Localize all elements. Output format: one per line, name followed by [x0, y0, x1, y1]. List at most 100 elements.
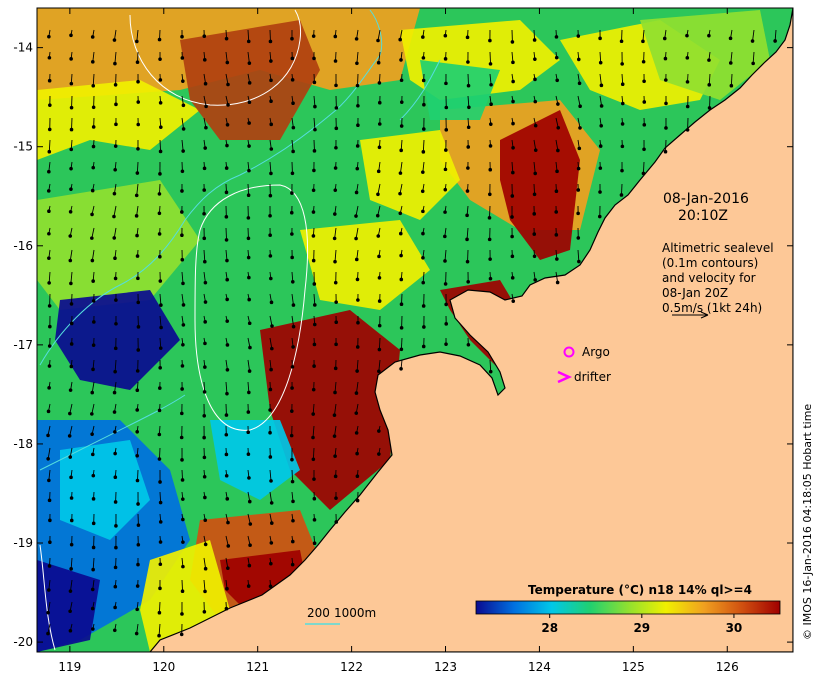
velocity-arrow-head [376, 234, 381, 238]
velocity-arrow-head [291, 518, 295, 523]
velocity-arrow-head [113, 500, 118, 504]
sst-patch [300, 220, 430, 310]
velocity-arrow-head [291, 345, 295, 349]
velocity-arrow-head [355, 277, 360, 282]
velocity-arrow-head [465, 213, 469, 218]
velocity-arrow-head [135, 369, 140, 373]
velocity-arrow-head [268, 430, 272, 435]
velocity-arrow-head [729, 83, 734, 88]
velocity-arrow-head [510, 194, 515, 198]
velocity-arrow-head [399, 100, 404, 104]
velocity-arrow-head [91, 279, 95, 283]
velocity-arrow-head [333, 166, 338, 170]
land-mass [149, 8, 793, 652]
sst-patch [60, 440, 150, 540]
velocity-arrow-head [555, 169, 559, 174]
velocity-arrow [730, 51, 733, 63]
velocity-arrow-head [290, 56, 295, 61]
velocity-arrow-head [269, 99, 273, 104]
velocity-scale-arrow [672, 311, 709, 319]
velocity-arrow-head [576, 166, 581, 171]
velocity-arrow-head [90, 432, 94, 436]
velocity-arrow-head [421, 150, 426, 154]
velocity-arrow-head [225, 391, 229, 396]
velocity-arrow-head [555, 257, 559, 261]
velocity-arrow-head [269, 59, 273, 63]
velocity-arrow-head [751, 61, 755, 66]
velocity-arrow-head [47, 55, 52, 60]
velocity-arrow-head [248, 522, 253, 526]
velocity-arrow-head [270, 324, 274, 328]
velocity-arrow-head [313, 127, 317, 132]
velocity-arrow-head [46, 631, 50, 636]
velocity-arrow [642, 161, 645, 174]
velocity-arrow-head [444, 128, 449, 132]
velocity-arrow-head [685, 104, 690, 109]
velocity-arrow-head [443, 234, 447, 239]
velocity-arrow-head [488, 167, 493, 172]
velocity-arrow-head [399, 58, 403, 62]
velocity-arrow-head [203, 518, 208, 523]
velocity-arrow-head [114, 545, 118, 550]
velocity-arrow-head [578, 104, 582, 109]
map-area[interactable] [37, 8, 793, 652]
velocity-arrow-head [354, 391, 359, 395]
velocity-arrow-head [399, 366, 403, 371]
velocity-arrow-head [355, 498, 360, 503]
velocity-arrow-head [555, 280, 560, 285]
velocity-arrow-head [311, 412, 315, 416]
velocity-arrow-head [180, 257, 185, 262]
velocity-arrow-head [158, 346, 163, 350]
velocity-arrow-head [158, 78, 163, 82]
velocity-arrow-head [333, 390, 337, 395]
velocity-arrow-head [510, 276, 515, 280]
velocity-arrow-head [422, 325, 426, 329]
velocity-arrow-head [290, 171, 295, 176]
velocity-arrow-head [136, 122, 141, 127]
velocity-arrow-head [577, 259, 581, 264]
velocity-arrows [46, 29, 777, 638]
lat-tick-label: -14 [13, 41, 33, 55]
velocity-arrow-head [91, 567, 95, 572]
velocity-arrow [269, 469, 272, 481]
velocity-arrow-head [355, 345, 360, 349]
velocity-arrow-head [158, 520, 163, 524]
velocity-arrow-head [246, 430, 251, 435]
velocity-arrow-head [554, 55, 559, 60]
velocity-arrow [312, 425, 315, 438]
velocity-arrow-head [466, 83, 471, 88]
velocity-arrow-head [466, 125, 471, 130]
velocity-arrow-head [533, 123, 538, 128]
velocity-arrow-head [421, 255, 425, 260]
velocity-arrow-head [377, 452, 381, 456]
velocity-arrow-head [91, 627, 95, 631]
velocity-arrow-head [181, 497, 185, 501]
velocity-arrow-head [247, 390, 251, 395]
altimetry-line-1: Altimetric sealevel [662, 241, 774, 255]
altimetry-line-5: 0.5m/s (1kt 24h) [662, 301, 762, 315]
velocity-arrow-head [333, 474, 338, 479]
velocity-arrow-head [620, 62, 624, 66]
velocity-arrow-head [135, 60, 140, 64]
velocity-arrow-head [290, 36, 294, 41]
colorbar-tick-label: 30 [726, 621, 743, 635]
velocity-arrow-head [269, 122, 274, 127]
velocity-arrow-head [247, 144, 251, 148]
velocity-arrow-head [48, 324, 52, 329]
velocity-arrow-head [334, 300, 338, 304]
velocity-arrow [114, 359, 117, 372]
velocity-arrow-head [158, 254, 162, 259]
velocity-arrow-head [203, 320, 207, 324]
velocity-arrow-head [332, 236, 337, 241]
velocity-arrow-head [333, 280, 338, 285]
velocity-arrow-head [113, 256, 117, 261]
velocity-arrow-head [180, 210, 184, 214]
velocity-arrow-head [47, 281, 51, 285]
velocity-arrow [291, 293, 294, 306]
velocity-arrow-head [91, 521, 96, 526]
velocity-arrow-head [135, 478, 140, 483]
velocity-arrow-head [46, 456, 50, 461]
velocity-arrow-head [268, 408, 272, 412]
velocity-arrow-head [47, 564, 52, 568]
velocity-arrow-head [136, 562, 140, 567]
